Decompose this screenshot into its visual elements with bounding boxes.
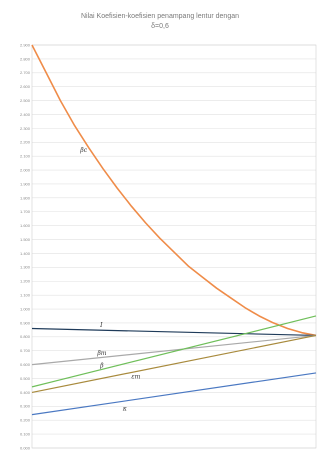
y-tick-label: 0.000	[20, 445, 31, 450]
y-tick-label: 2.200	[20, 140, 31, 145]
y-tick-label: 1.200	[20, 279, 31, 284]
y-tick-label: 1.900	[20, 181, 31, 186]
y-tick-label: 1.500	[20, 237, 31, 242]
y-tick-label: 0.200	[20, 418, 31, 423]
y-tick-label: 2.000	[20, 167, 31, 172]
series-lines	[31, 44, 317, 416]
plot-area-frame	[31, 44, 317, 449]
y-tick-label: 1.300	[20, 265, 31, 270]
y-tick-label: 0.400	[20, 390, 31, 395]
gridlines	[32, 44, 316, 449]
y-tick-label: 1.000	[20, 306, 31, 311]
series-label: β	[99, 362, 104, 369]
y-tick-label: 0.300	[20, 404, 31, 409]
y-tick-label: 1.700	[20, 209, 31, 214]
y-tick-label: 2.800	[20, 56, 31, 61]
y-tick-label: 0.100	[20, 432, 31, 437]
y-tick-label: 0.500	[20, 376, 31, 381]
y-tick-label: 1.600	[20, 223, 31, 228]
y-tick-label: 2.500	[20, 98, 31, 103]
series-line	[31, 327, 317, 337]
y-tick-label: 0.800	[20, 334, 31, 339]
y-axis-tick-labels: 0.000 0.100 0.200 0.300 0.400 0.500 0.600 0.700…	[20, 42, 31, 450]
chart-title-line-2: δ=0,6	[151, 23, 169, 30]
y-tick-label: 1.800	[20, 195, 31, 200]
y-tick-label: 2.300	[20, 126, 31, 131]
y-tick-label: 0.700	[20, 348, 31, 353]
y-tick-label: 2.700	[20, 70, 31, 75]
y-tick-label: 2.400	[20, 112, 31, 117]
y-tick-label: 0.600	[20, 362, 31, 367]
series-line	[31, 315, 317, 388]
series-line	[31, 44, 317, 337]
series-label: κ	[122, 405, 127, 412]
y-tick-label: 0.900	[20, 320, 31, 325]
y-tick-label: 2.100	[20, 154, 31, 159]
series-line	[31, 334, 317, 366]
series-label: βc	[79, 147, 87, 154]
y-tick-label: 2.900	[20, 42, 31, 47]
y-tick-label: 1.100	[20, 293, 31, 298]
series-label: βm	[96, 350, 106, 357]
series-labels: βc Iβm β εm κ	[79, 147, 140, 412]
y-tick-label: 1.400	[20, 251, 31, 256]
series-line	[31, 334, 317, 393]
chart-title-line-1: Nilai Koefisien-koefisien penampang lent…	[81, 13, 239, 20]
y-tick-label: 2.600	[20, 84, 31, 89]
series-label: εm	[131, 374, 140, 381]
series-label: I	[99, 322, 103, 329]
series-line	[31, 372, 317, 416]
